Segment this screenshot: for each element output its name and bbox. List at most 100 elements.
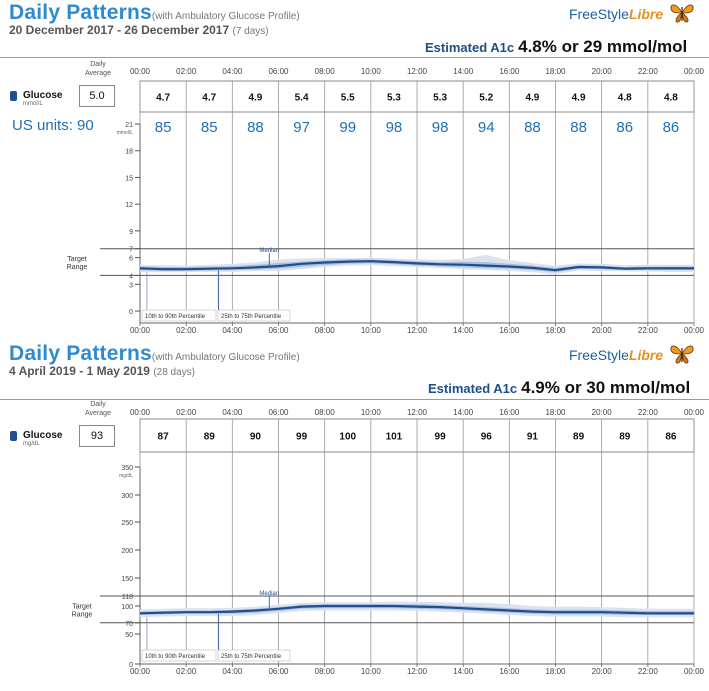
report-title: Daily Patterns(with Ambulatory Glucose P… [9, 1, 300, 24]
median-label: Median [259, 591, 279, 597]
estimated-a1c: Estimated A1c 4.9% or 30 mmol/mol [428, 378, 691, 397]
x-tick-label-bottom: 20:00 [592, 667, 613, 676]
y-tick-label: 6 [129, 256, 133, 263]
x-tick-label-bottom: 22:00 [638, 326, 659, 335]
x-tick-label-bottom: 06:00 [268, 326, 289, 335]
hourly-average-value: 87 [158, 432, 170, 443]
hourly-average-value: 89 [573, 432, 585, 443]
report-subtitle: (with Ambulatory Glucose Profile) [151, 11, 300, 22]
x-tick-label-top: 10:00 [361, 408, 382, 417]
x-tick-label-top: 22:00 [638, 408, 659, 417]
hourly-average-value: 4.8 [618, 93, 632, 104]
x-tick-label-top: 08:00 [315, 408, 336, 417]
us-hourly-value: 98 [386, 119, 403, 136]
legend-box-25-75 [217, 309, 291, 322]
y-tick-label: 0 [129, 309, 133, 316]
y-tick-label: 12 [125, 202, 133, 209]
x-tick-label-bottom: 12:00 [407, 326, 428, 335]
hourly-average-value: 5.3 [387, 93, 401, 104]
hourly-average-value: 4.7 [202, 93, 216, 104]
legend-label-25-75: 25th to 75th Percentile [221, 654, 282, 660]
glucose-unit: mg/dL [23, 441, 40, 447]
x-tick-label-top: 02:00 [176, 408, 197, 417]
freestyle-libre-logo: FreeStyleLibre [569, 4, 694, 23]
median-line [139, 260, 694, 272]
agp-chart-2019: 00:00 00:00 02:00 02:00 04:00 04:00 06:00 06:00… [72, 408, 705, 676]
x-tick-label-top: 02:00 [176, 67, 197, 76]
y-tick-label: 15 [125, 175, 133, 182]
hourly-average-value: 96 [481, 432, 493, 443]
hourly-average-value: 89 [204, 432, 216, 443]
a1c-value: 4.9% or 30 mmol/mol [521, 378, 691, 397]
x-tick-label-bottom: 10:00 [361, 667, 382, 676]
y-tick-label: 200 [121, 548, 133, 555]
legend-box-10-90 [141, 309, 217, 322]
x-tick-label-top: 00:00 [684, 67, 705, 76]
x-tick-label-bottom: 06:00 [268, 667, 289, 676]
x-tick-label-bottom: 22:00 [638, 667, 659, 676]
x-tick-label-top: 14:00 [453, 67, 474, 76]
header-divider [0, 57, 709, 58]
x-tick-label-top: 14:00 [453, 408, 474, 417]
hourly-average-value: 99 [296, 432, 308, 443]
x-tick-label-top: 06:00 [268, 67, 289, 76]
y-tick-label: 7 [129, 247, 133, 254]
us-hourly-value: 88 [247, 119, 264, 136]
x-tick-label-bottom: 02:00 [176, 667, 197, 676]
daily-average-value: 93 [79, 425, 115, 447]
us-hourly-value: 98 [432, 119, 449, 136]
estimated-a1c: Estimated A1c 4.8% or 29 mmol/mol [425, 37, 688, 56]
x-tick-label-bottom: 00:00 [684, 667, 705, 676]
daily-average-heading: Daily Average [85, 401, 111, 417]
x-tick-label-bottom: 20:00 [592, 326, 613, 335]
y-unit-label: mg/dL [119, 473, 133, 479]
legend-box-25-75 [217, 649, 291, 662]
report-2019: Daily Patterns(with Ambulatory Glucose P… [0, 341, 709, 691]
us-hourly-value: 94 [478, 119, 495, 136]
y-unit-label: mmol/L [117, 130, 134, 136]
x-tick-label-top: 10:00 [361, 67, 382, 76]
y-tick-label: 50 [125, 632, 133, 639]
y-tick-label: 21 [125, 122, 133, 129]
report-title: Daily Patterns(with Ambulatory Glucose P… [9, 342, 300, 365]
date-range: 4 April 2019 - 1 May 2019 (28 days) [9, 364, 196, 378]
x-tick-label-bottom: 18:00 [545, 326, 566, 335]
x-tick-label-top: 06:00 [268, 408, 289, 417]
x-tick-label-top: 20:00 [592, 67, 613, 76]
y-tick-label: 4 [129, 273, 133, 280]
x-tick-label-top: 16:00 [499, 408, 520, 417]
y-tick-label: 250 [121, 520, 133, 527]
y-tick-label: 0 [129, 662, 133, 669]
y-tick-label: 18 [125, 149, 133, 156]
agp-chart-2017: 00:00 00:00 02:00 02:00 04:00 04:00 06:00 06:00… [67, 67, 705, 335]
hourly-average-value: 4.7 [156, 93, 170, 104]
x-tick-label-bottom: 18:00 [545, 667, 566, 676]
x-tick-label-bottom: 14:00 [453, 326, 474, 335]
x-tick-label-bottom: 00:00 [684, 326, 705, 335]
hourly-average-value: 4.9 [525, 93, 539, 104]
x-tick-label-top: 00:00 [130, 408, 151, 417]
hourly-average-value: 90 [250, 432, 262, 443]
x-tick-label-bottom: 12:00 [407, 667, 428, 676]
us-hourly-value: 88 [524, 119, 541, 136]
daily-average-heading: Daily Average [85, 61, 111, 77]
x-tick-label-top: 00:00 [130, 67, 151, 76]
target-range-label: Range [67, 264, 88, 271]
x-tick-label-bottom: 16:00 [499, 667, 520, 676]
us-hourly-value: 86 [663, 119, 680, 136]
y-tick-label: 150 [121, 576, 133, 583]
hourly-average-value: 4.9 [572, 93, 586, 104]
x-tick-label-top: 04:00 [222, 67, 243, 76]
x-tick-label-bottom: 04:00 [222, 667, 243, 676]
y-tick-label: 118 [122, 594, 133, 601]
x-tick-label-top: 22:00 [638, 67, 659, 76]
us-hourly-value: 99 [339, 119, 356, 136]
day-count: (7 days) [232, 26, 269, 37]
butterfly-icon [670, 4, 694, 23]
hourly-average-value: 5.5 [341, 93, 355, 104]
x-tick-label-top: 08:00 [315, 67, 336, 76]
y-tick-label: 9 [129, 229, 133, 236]
legend-label-25-75: 25th to 75th Percentile [221, 314, 282, 320]
butterfly-icon [670, 345, 694, 364]
hourly-average-value: 100 [339, 432, 356, 443]
